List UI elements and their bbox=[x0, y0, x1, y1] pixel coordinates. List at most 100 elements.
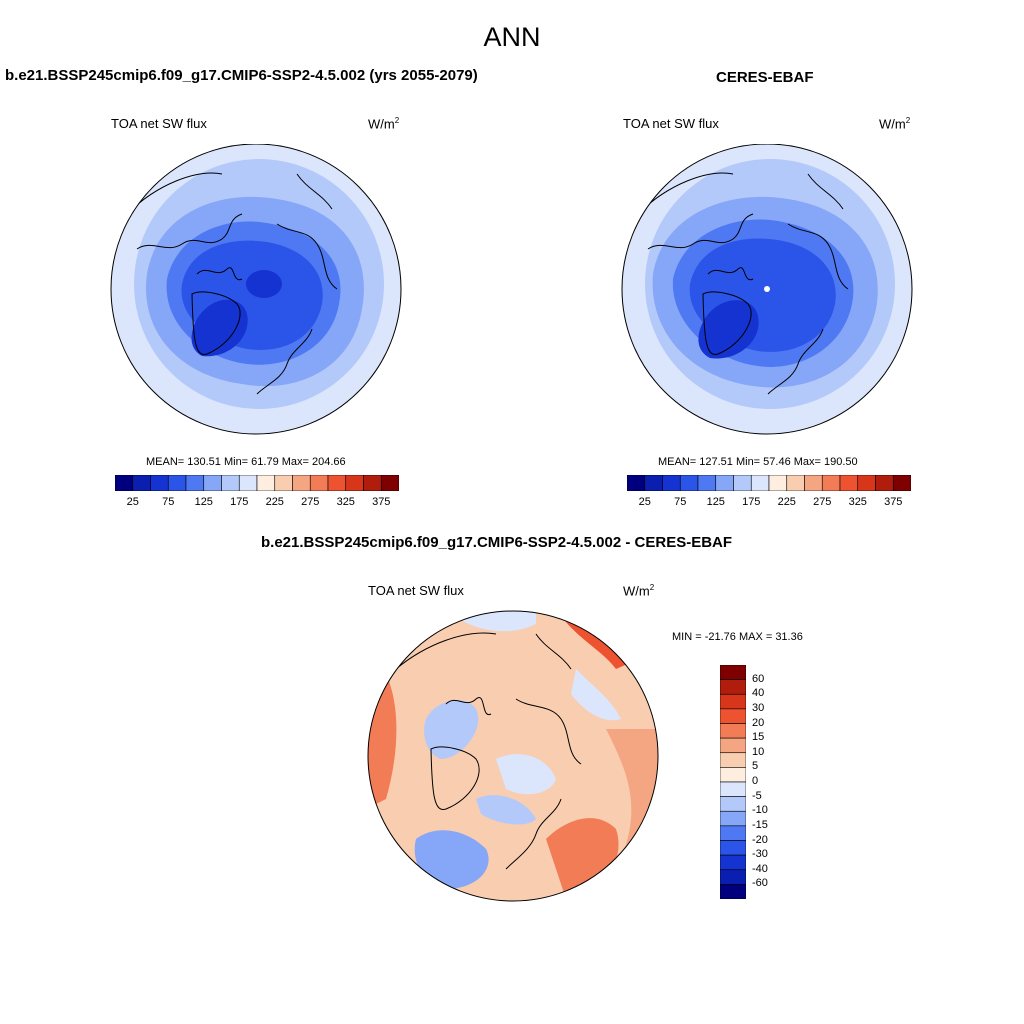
obs-colorbar-tick: 125 bbox=[706, 496, 725, 508]
diff-colorbar-tick: 20 bbox=[752, 716, 765, 729]
obs-colorbar-swatch bbox=[662, 475, 681, 491]
obs-colorbar-swatch bbox=[715, 475, 734, 491]
model-colorbar-tick: 375 bbox=[372, 496, 391, 508]
obs-colorbar-ticks: 25 75 125 175 225 275 325 375 bbox=[627, 496, 911, 510]
model-colorbar-tick: 25 bbox=[126, 496, 139, 508]
obs-colorbar-swatch bbox=[786, 475, 805, 491]
diff-colorbar-swatch bbox=[720, 854, 746, 871]
diff-colorbar-tick: -40 bbox=[752, 862, 768, 875]
diff-colorbar-tick: -60 bbox=[752, 877, 768, 890]
obs-units-label: W/m2 bbox=[879, 116, 911, 132]
diff-colorbar-tick: -5 bbox=[752, 789, 762, 802]
diff-colorbar-tick: -20 bbox=[752, 833, 768, 846]
obs-colorbar-swatch bbox=[627, 475, 646, 491]
diff-colorbar-swatch bbox=[720, 723, 746, 739]
diff-panel-title: b.e21.BSSP245cmip6.f09_g17.CMIP6-SSP2-4.… bbox=[261, 534, 733, 551]
model-colorbar-tick: 175 bbox=[230, 496, 249, 508]
obs-colorbar-tick: 175 bbox=[742, 496, 761, 508]
model-colorbar-swatch bbox=[132, 475, 151, 491]
diff-colorbar-swatch bbox=[720, 781, 746, 797]
obs-panel-title: CERES-EBAF bbox=[716, 69, 814, 86]
diff-colorbar-tick: -10 bbox=[752, 804, 768, 817]
model-colorbar-swatch bbox=[345, 475, 364, 491]
diff-colorbar-tick: -30 bbox=[752, 848, 768, 861]
obs-colorbar-swatch bbox=[750, 475, 770, 491]
diff-colorbar-swatch bbox=[720, 869, 746, 885]
diff-colorbar bbox=[720, 665, 746, 899]
diff-colorbar-swatch bbox=[720, 737, 746, 754]
obs-colorbar-tick: 25 bbox=[638, 496, 651, 508]
model-panel-title: b.e21.BSSP245cmip6.f09_g17.CMIP6-SSP2-4.… bbox=[5, 67, 478, 84]
model-colorbar-swatch bbox=[380, 475, 399, 491]
obs-colorbar-swatch bbox=[839, 475, 859, 491]
model-colorbar-swatch bbox=[238, 475, 258, 491]
model-colorbar-swatch bbox=[309, 475, 329, 491]
obs-colorbar-tick: 225 bbox=[777, 496, 796, 508]
model-colorbar-tick: 75 bbox=[162, 496, 175, 508]
obs-colorbar-swatch bbox=[644, 475, 663, 491]
diff-colorbar-tick: -15 bbox=[752, 818, 768, 831]
obs-colorbar-swatch bbox=[857, 475, 876, 491]
model-colorbar-tick: 225 bbox=[265, 496, 284, 508]
diff-colorbar-swatch bbox=[720, 752, 746, 768]
figure-title: ANN bbox=[483, 22, 541, 52]
obs-colorbar-swatch bbox=[875, 475, 894, 491]
obs-stats: MEAN= 127.51 Min= 57.46 Max= 190.50 bbox=[658, 456, 858, 468]
obs-colorbar-tick: 325 bbox=[848, 496, 867, 508]
diff-colorbar-swatch bbox=[720, 665, 746, 680]
diff-colorbar-tick: 10 bbox=[752, 745, 765, 758]
model-colorbar-swatch bbox=[274, 475, 293, 491]
diff-units-label: W/m2 bbox=[623, 583, 655, 599]
diff-variable-label: TOA net SW flux bbox=[368, 583, 464, 598]
model-colorbar-swatch bbox=[203, 475, 222, 491]
obs-colorbar-tick: 375 bbox=[884, 496, 903, 508]
model-colorbar-tick: 275 bbox=[301, 496, 320, 508]
obs-colorbar bbox=[627, 475, 911, 491]
model-colorbar-swatch bbox=[292, 475, 311, 491]
diff-colorbar-tick: 15 bbox=[752, 731, 765, 744]
diff-colorbar-swatch bbox=[720, 708, 746, 724]
model-colorbar-swatch bbox=[115, 475, 134, 491]
obs-polar-map bbox=[621, 144, 913, 435]
model-colorbar-swatch bbox=[256, 475, 276, 491]
model-colorbar-swatch bbox=[150, 475, 169, 491]
model-colorbar-swatch bbox=[185, 475, 205, 491]
model-colorbar-ticks: 25 75 125 175 225 275 325 375 bbox=[115, 496, 399, 510]
obs-variable-label: TOA net SW flux bbox=[623, 116, 719, 131]
diff-stats: MIN = -21.76 MAX = 31.36 bbox=[672, 631, 803, 643]
model-colorbar bbox=[115, 475, 399, 491]
model-colorbar-swatch bbox=[221, 475, 240, 491]
model-colorbar-swatch bbox=[363, 475, 382, 491]
diff-polar-map bbox=[367, 610, 659, 902]
diff-colorbar-tick: 0 bbox=[752, 775, 759, 787]
model-stats: MEAN= 130.51 Min= 61.79 Max= 204.66 bbox=[146, 456, 346, 468]
diff-colorbar-tick: 40 bbox=[752, 687, 765, 700]
diff-colorbar-tick: 30 bbox=[752, 701, 765, 714]
obs-colorbar-swatch bbox=[697, 475, 717, 491]
obs-colorbar-swatch bbox=[804, 475, 823, 491]
diff-colorbar-swatch bbox=[720, 679, 746, 695]
obs-colorbar-swatch bbox=[733, 475, 752, 491]
obs-colorbar-swatch bbox=[821, 475, 841, 491]
diff-colorbar-tick: 5 bbox=[752, 760, 759, 773]
model-colorbar-swatch bbox=[167, 475, 187, 491]
diff-colorbar-swatch bbox=[720, 796, 746, 812]
diff-colorbar-swatch bbox=[720, 693, 746, 710]
model-colorbar-swatch bbox=[327, 475, 347, 491]
obs-colorbar-tick: 275 bbox=[813, 496, 832, 508]
model-units-label: W/m2 bbox=[368, 116, 400, 132]
obs-colorbar-swatch bbox=[892, 475, 911, 491]
model-polar-map bbox=[110, 144, 402, 435]
model-variable-label: TOA net SW flux bbox=[111, 116, 207, 131]
diff-colorbar-tick: 60 bbox=[752, 672, 765, 685]
diff-colorbar-swatch bbox=[720, 825, 746, 841]
obs-colorbar-swatch bbox=[768, 475, 788, 491]
model-colorbar-tick: 125 bbox=[194, 496, 213, 508]
diff-colorbar-swatch bbox=[720, 840, 746, 856]
diff-colorbar-swatch bbox=[720, 767, 746, 783]
model-colorbar-tick: 325 bbox=[336, 496, 355, 508]
diff-colorbar-swatch bbox=[720, 810, 746, 827]
obs-colorbar-swatch bbox=[679, 475, 699, 491]
obs-colorbar-tick: 75 bbox=[674, 496, 687, 508]
diff-colorbar-swatch bbox=[720, 884, 746, 899]
